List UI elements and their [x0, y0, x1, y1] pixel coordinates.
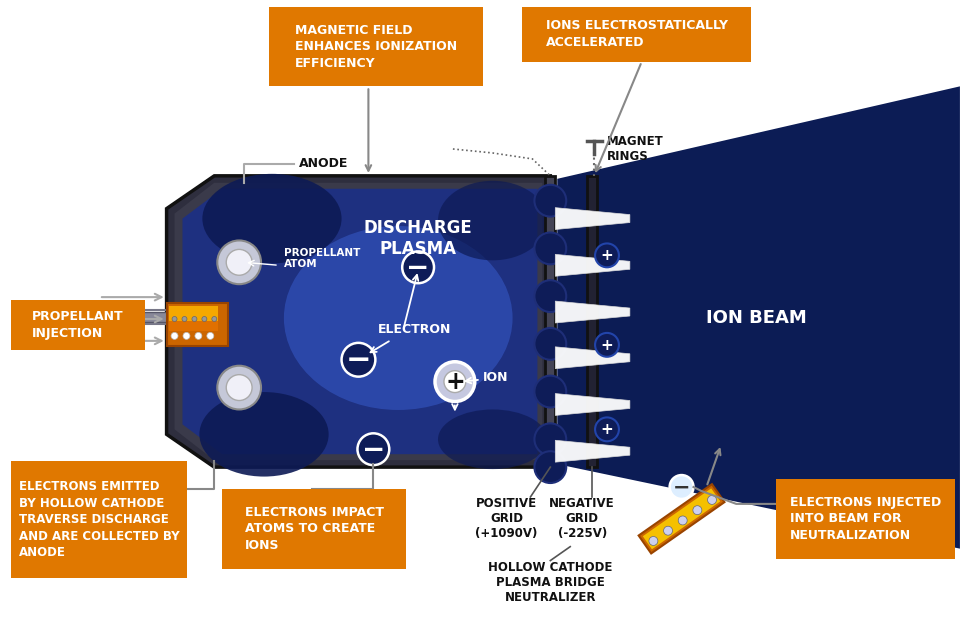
Ellipse shape [438, 410, 547, 469]
Bar [167, 303, 228, 346]
Text: ELECTRONS INJECTED
INTO BEAM FOR
NEUTRALIZATION: ELECTRONS INJECTED INTO BEAM FOR NEUTRAL… [790, 496, 941, 542]
Bar [545, 176, 555, 467]
Bar [169, 306, 218, 323]
Text: −: − [362, 436, 385, 464]
Ellipse shape [200, 392, 328, 476]
Circle shape [402, 251, 434, 283]
Polygon shape [555, 301, 630, 323]
Text: POSITIVE
GRID
(+1090V): POSITIVE GRID (+1090V) [475, 497, 538, 540]
Text: +: + [601, 248, 613, 264]
Bar [776, 479, 955, 559]
Polygon shape [558, 86, 960, 549]
Circle shape [227, 375, 252, 401]
Bar [638, 485, 725, 554]
Text: PROPELLANT
ATOM: PROPELLANT ATOM [284, 248, 360, 269]
Bar [11, 300, 145, 350]
Text: −: − [673, 478, 690, 497]
Text: ELECTRON: ELECTRON [378, 323, 452, 337]
Bar [84, 312, 169, 322]
Bar [522, 7, 751, 62]
Bar [11, 461, 187, 578]
Circle shape [172, 316, 177, 321]
Text: PROPELLANT
INJECTION: PROPELLANT INJECTION [32, 311, 124, 340]
Text: DISCHARGE
PLASMA: DISCHARGE PLASMA [364, 219, 472, 258]
Circle shape [678, 516, 687, 525]
Circle shape [535, 232, 566, 264]
Circle shape [435, 362, 475, 401]
Text: ELECTRONS EMITTED
BY HOLLOW CATHODE
TRAVERSE DISCHARGE
AND ARE COLLECTED BY
ANOD: ELECTRONS EMITTED BY HOLLOW CATHODE TRAV… [18, 480, 180, 559]
Circle shape [183, 332, 190, 339]
Bar [169, 321, 218, 331]
Ellipse shape [284, 226, 513, 410]
Polygon shape [555, 255, 630, 276]
Circle shape [227, 250, 252, 275]
Polygon shape [555, 394, 630, 415]
Text: −: − [406, 254, 430, 282]
Circle shape [195, 332, 202, 339]
Text: ANODE: ANODE [299, 157, 348, 170]
Ellipse shape [203, 174, 342, 264]
Circle shape [663, 526, 673, 535]
Text: IONS ELECTROSTATICALLY
ACCELERATED: IONS ELECTROSTATICALLY ACCELERATED [546, 20, 728, 49]
Circle shape [192, 316, 197, 321]
Circle shape [212, 316, 217, 321]
Polygon shape [555, 440, 630, 462]
Circle shape [693, 505, 702, 514]
Circle shape [171, 332, 178, 339]
Polygon shape [167, 176, 550, 467]
Text: MAGNET
RINGS: MAGNET RINGS [607, 135, 663, 163]
Text: +: + [445, 370, 465, 394]
Circle shape [535, 328, 566, 360]
Circle shape [595, 417, 619, 441]
Text: HOLLOW CATHODE
PLASMA BRIDGE
NEUTRALIZER: HOLLOW CATHODE PLASMA BRIDGE NEUTRALIZER [488, 561, 612, 604]
Circle shape [535, 185, 566, 217]
Circle shape [217, 366, 261, 410]
Polygon shape [182, 189, 538, 454]
Circle shape [535, 451, 566, 483]
Circle shape [217, 241, 261, 284]
Bar [643, 488, 720, 549]
Text: ION: ION [483, 371, 508, 384]
Circle shape [535, 424, 566, 455]
Circle shape [649, 537, 658, 545]
Bar [223, 489, 406, 568]
Circle shape [342, 343, 375, 377]
Bar [269, 7, 483, 86]
Circle shape [595, 243, 619, 267]
Text: +: + [601, 338, 613, 353]
Polygon shape [555, 208, 630, 229]
Circle shape [595, 333, 619, 357]
Text: ION BEAM: ION BEAM [706, 309, 806, 327]
Text: ELECTRONS IMPACT
ATOMS TO CREATE
IONS: ELECTRONS IMPACT ATOMS TO CREATE IONS [245, 505, 384, 552]
Circle shape [535, 376, 566, 408]
Circle shape [535, 280, 566, 312]
Circle shape [202, 316, 206, 321]
Circle shape [357, 433, 389, 465]
Bar [588, 176, 597, 467]
Circle shape [670, 475, 693, 499]
Circle shape [206, 332, 214, 339]
Circle shape [444, 371, 466, 392]
Text: +: + [601, 422, 613, 438]
Text: NEGATIVE
GRID
(-225V): NEGATIVE GRID (-225V) [549, 497, 615, 540]
Text: −: − [346, 345, 372, 375]
Bar [84, 310, 169, 324]
Text: MAGNETIC FIELD
ENHANCES IONIZATION
EFFICIENCY: MAGNETIC FIELD ENHANCES IONIZATION EFFIC… [295, 23, 457, 70]
Circle shape [708, 495, 716, 504]
Circle shape [182, 316, 187, 321]
Polygon shape [175, 183, 542, 460]
Ellipse shape [438, 181, 547, 260]
Polygon shape [555, 347, 630, 369]
